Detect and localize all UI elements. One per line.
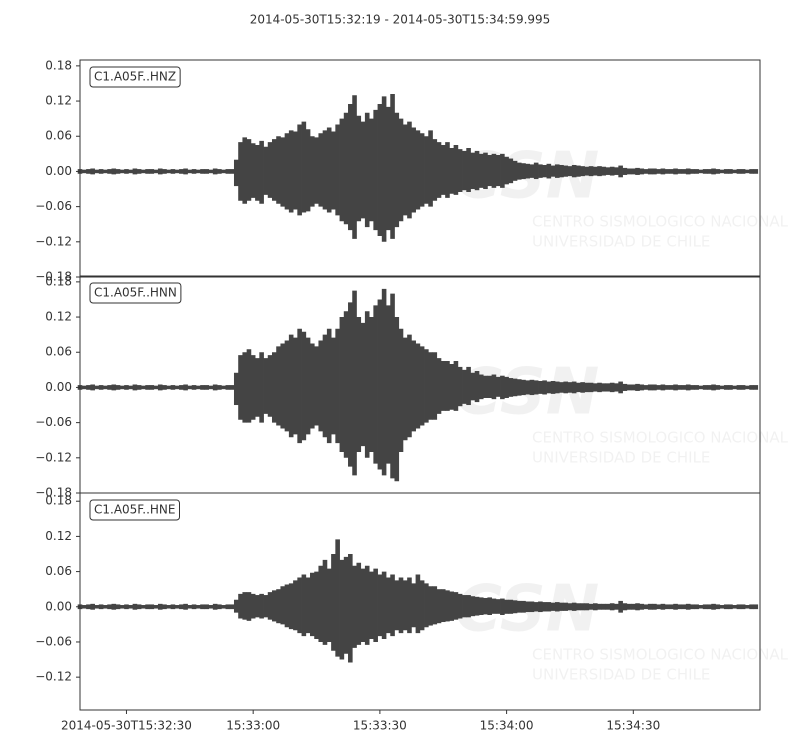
watermark-text: UNIVERSIDAD DE CHILE	[532, 449, 710, 467]
y-tick-label: 0.18	[45, 494, 72, 508]
x-tick-label: 15:34:00	[480, 719, 534, 733]
plot-frame	[79, 59, 761, 278]
x-tick-label: 15:34:30	[606, 719, 660, 733]
trace-label-box	[89, 499, 180, 521]
trace-label-box	[89, 66, 181, 88]
watermark-text: UNIVERSIDAD DE CHILE	[532, 233, 710, 251]
y-tick-label: 0.12	[45, 310, 72, 324]
x-tick-label: 2014-05-30T15:32:30	[61, 719, 192, 733]
trace-label: C1.A05F..HNE	[94, 503, 176, 517]
figure-title: 2014-05-30T15:32:19 - 2014-05-30T15:34:5…	[250, 13, 551, 27]
x-tick-label: 15:33:00	[226, 719, 280, 733]
waveform	[77, 539, 759, 663]
trace-label: C1.A05F..HNN	[94, 286, 177, 300]
waveform	[77, 288, 759, 482]
trace-label-box	[89, 282, 182, 304]
plot-frame	[79, 492, 761, 711]
y-tick-label: −0.18	[35, 270, 72, 284]
watermark-text: UNIVERSIDAD DE CHILE	[532, 666, 710, 684]
y-tick-label: 0.12	[45, 529, 72, 543]
y-tick-label: −0.06	[35, 199, 72, 213]
y-tick-label: 0.06	[45, 345, 72, 359]
y-tick-label: −0.12	[35, 234, 72, 248]
waveform	[77, 94, 759, 242]
watermark-text: CENTRO SISMOLOGICO NACIONAL	[532, 213, 789, 231]
y-tick-label: 0.00	[45, 164, 72, 178]
y-tick-label: 0.18	[45, 274, 72, 288]
y-tick-label: 0.00	[45, 380, 72, 394]
y-tick-label: −0.12	[35, 450, 72, 464]
trace-label: C1.A05F..HNZ	[94, 70, 176, 84]
y-tick-label: 0.00	[45, 599, 72, 613]
x-tick-label: 15:33:30	[353, 719, 407, 733]
y-tick-label: 0.06	[45, 129, 72, 143]
y-tick-label: 0.18	[45, 58, 72, 72]
watermark-text: CENTRO SISMOLOGICO NACIONAL	[532, 429, 789, 447]
watermark-text: CENTRO SISMOLOGICO NACIONAL	[532, 646, 789, 664]
y-tick-label: −0.06	[35, 634, 72, 648]
y-tick-label: −0.12	[35, 670, 72, 684]
y-tick-label: −0.18	[35, 486, 72, 500]
y-tick-label: 0.12	[45, 94, 72, 108]
y-tick-label: −0.06	[35, 415, 72, 429]
y-tick-label: 0.06	[45, 564, 72, 578]
